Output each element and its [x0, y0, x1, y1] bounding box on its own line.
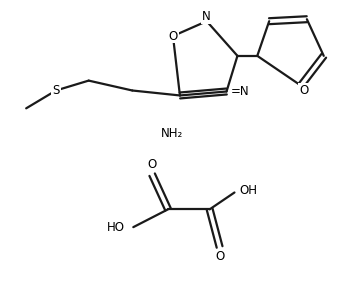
Text: N: N	[202, 10, 211, 23]
Text: O: O	[168, 29, 177, 42]
Text: HO: HO	[107, 221, 125, 234]
Text: O: O	[148, 158, 157, 171]
Text: O: O	[215, 250, 224, 263]
Text: OH: OH	[239, 184, 257, 197]
Text: O: O	[299, 84, 308, 97]
Text: NH₂: NH₂	[161, 127, 183, 140]
Text: =N: =N	[231, 85, 250, 98]
Text: S: S	[52, 84, 60, 97]
